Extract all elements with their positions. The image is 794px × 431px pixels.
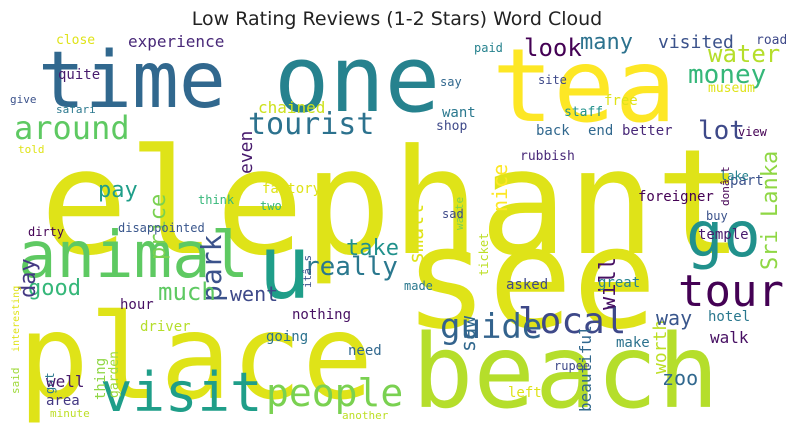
word-paid: paid bbox=[474, 41, 503, 55]
word-part: part bbox=[730, 173, 764, 189]
word-see: see bbox=[404, 198, 657, 361]
word-place: place bbox=[18, 288, 374, 424]
word-ticket: ticket bbox=[477, 232, 491, 276]
word-rubbish: rubbish bbox=[520, 149, 575, 164]
word-nice: nice bbox=[488, 163, 512, 212]
word-beach: beach bbox=[412, 313, 720, 424]
word-time: time bbox=[38, 36, 226, 126]
word-went: went bbox=[230, 282, 279, 306]
word-safari: safari bbox=[56, 103, 96, 116]
word-local: local bbox=[518, 301, 627, 342]
word-two: two bbox=[260, 199, 282, 213]
word-lot: lot bbox=[698, 116, 745, 146]
chart-title: Low Rating Reviews (1-2 Stars) Word Clou… bbox=[191, 8, 603, 30]
word-pay: pay bbox=[98, 178, 138, 203]
word-good: good bbox=[28, 276, 81, 301]
word-interesting: interesting bbox=[11, 285, 22, 352]
word-one: one bbox=[274, 32, 441, 133]
word-foreigner: foreigner bbox=[638, 189, 714, 205]
word-walk: walk bbox=[710, 328, 749, 347]
word-back: back bbox=[536, 123, 570, 139]
word-saw: saw bbox=[456, 315, 480, 352]
word-view: view bbox=[738, 125, 767, 139]
word-museum: museum bbox=[708, 81, 755, 96]
word-hotel: hotel bbox=[708, 309, 751, 325]
word-another: another bbox=[342, 409, 389, 422]
word-many: many bbox=[580, 32, 633, 55]
word-dirty: dirty bbox=[28, 225, 65, 239]
word-driver: driver bbox=[140, 319, 191, 335]
word-people: people bbox=[266, 371, 404, 415]
word-thing: thing bbox=[93, 357, 109, 400]
word-great: great bbox=[598, 275, 641, 291]
word-give: give bbox=[10, 93, 37, 106]
word-asked: asked bbox=[506, 277, 549, 293]
word-buy: buy bbox=[706, 209, 728, 223]
word-going: going bbox=[266, 329, 309, 345]
word-told: told bbox=[18, 143, 45, 156]
word-guide: guide bbox=[440, 307, 543, 347]
word-chained: chained bbox=[258, 98, 326, 117]
word-think: think bbox=[198, 193, 235, 207]
word-area: area bbox=[46, 393, 80, 409]
word-say: say bbox=[440, 75, 462, 89]
word-free: free bbox=[604, 93, 638, 109]
word-even: even bbox=[236, 130, 257, 174]
word-tour: tour bbox=[678, 266, 784, 317]
word-it-s: itâ s bbox=[301, 254, 314, 288]
word-really: really bbox=[304, 252, 398, 282]
word-said: said bbox=[9, 367, 22, 395]
word-site: site bbox=[538, 73, 567, 87]
word-staff: staff bbox=[564, 105, 604, 120]
word-elephant: elephant bbox=[40, 118, 744, 288]
word-cloud: elephant see place beach tea time one animal u vi… bbox=[8, 32, 786, 424]
word-small: small bbox=[404, 203, 428, 264]
word-much: much bbox=[158, 278, 216, 306]
word-factory: factory bbox=[262, 181, 322, 197]
word-garden: garden bbox=[107, 351, 122, 398]
word-take: take bbox=[346, 236, 399, 261]
word-minute: minute bbox=[50, 407, 90, 420]
word-well: well bbox=[46, 372, 85, 391]
word-road: road bbox=[756, 33, 786, 48]
word-u: u bbox=[258, 216, 311, 319]
word-visit: visit bbox=[100, 361, 263, 424]
word-temple: temple bbox=[698, 227, 749, 243]
word-close: close bbox=[56, 33, 96, 48]
word-disappointed: disappointed bbox=[118, 221, 205, 235]
word-quite: quite bbox=[58, 67, 101, 83]
word-rupee: rupee bbox=[554, 359, 591, 373]
word-water: water bbox=[708, 40, 781, 68]
word-nothing: nothing bbox=[292, 307, 352, 323]
word-tea: tea bbox=[492, 32, 677, 146]
word-way: way bbox=[656, 306, 693, 330]
word-left: left bbox=[508, 385, 542, 401]
word-want: want bbox=[442, 105, 476, 121]
word-around: around bbox=[14, 109, 130, 147]
word-better: better bbox=[622, 123, 673, 139]
word-hour: hour bbox=[120, 297, 154, 313]
word-sri-lanka: Sri Lanka bbox=[758, 150, 783, 270]
word-tourist: tourist bbox=[248, 107, 375, 142]
word-experience: experience bbox=[128, 32, 225, 51]
word-zoo: zoo bbox=[662, 366, 699, 390]
word-make: make bbox=[616, 335, 650, 351]
word-need: need bbox=[348, 343, 382, 359]
word-end: end bbox=[588, 123, 614, 139]
word-sad: sad bbox=[442, 207, 464, 221]
word-money: money bbox=[688, 60, 767, 90]
word-made: made bbox=[404, 279, 433, 293]
word-animal: animal bbox=[18, 219, 250, 293]
word-shop: shop bbox=[436, 119, 468, 134]
word-go: go bbox=[686, 198, 761, 271]
word-look: look bbox=[524, 34, 582, 62]
word-visited: visited bbox=[658, 32, 734, 53]
word-lake: lake bbox=[720, 169, 749, 183]
